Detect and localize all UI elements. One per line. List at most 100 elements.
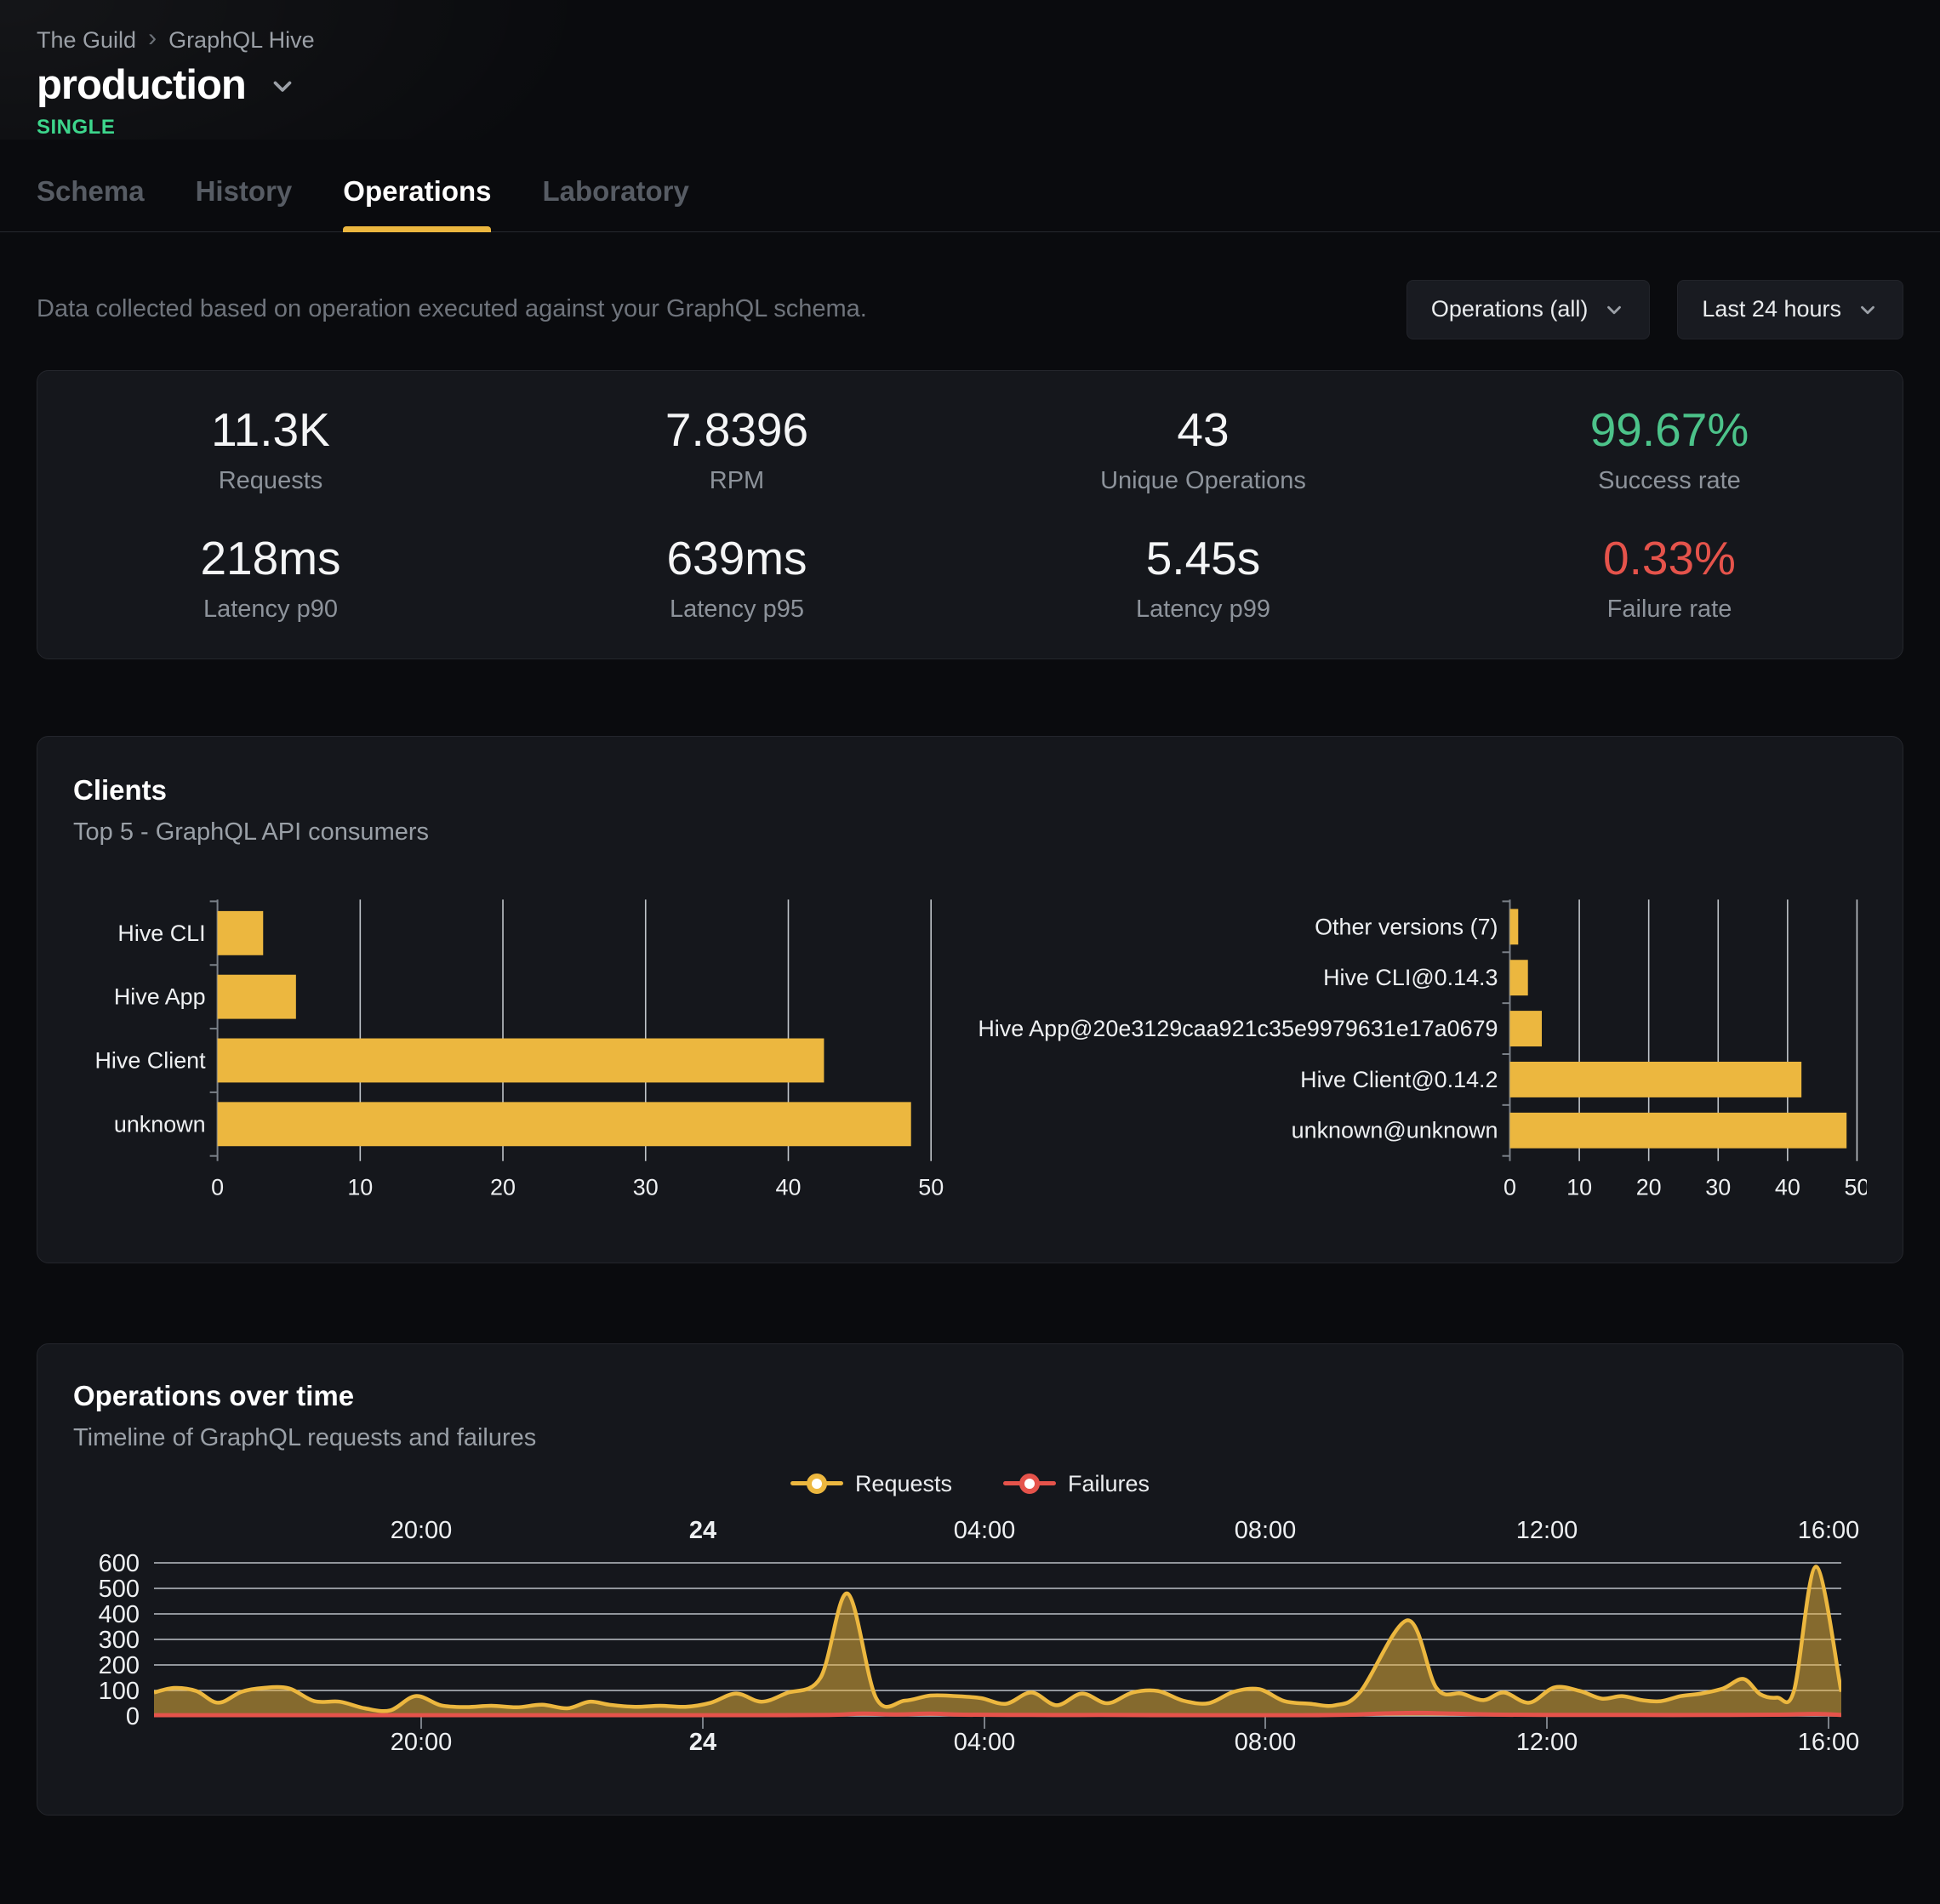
stats-summary-card: 11.3K Requests 7.8396 RPM 43 Unique Operation… xyxy=(37,369,1903,659)
clients-card-title: Clients xyxy=(73,773,168,806)
requests-area xyxy=(154,1566,1841,1716)
filter-group: Operations (all) Last 24 hours xyxy=(1406,279,1903,339)
category-label: Hive Client xyxy=(94,1047,206,1073)
x-label-top: 08:00 xyxy=(1235,1518,1297,1544)
stat-label: Success rate xyxy=(1598,466,1741,494)
clients-by-version-chart: Other versions (7) Hive CLI@0.14.3 Hive Ap… xyxy=(978,899,1867,1200)
x-label-top: 20:00 xyxy=(391,1518,453,1544)
x-label-top: 12:00 xyxy=(1516,1518,1578,1544)
x-label-bottom: 20:00 xyxy=(391,1729,453,1756)
breadcrumb-project-link[interactable]: GraphQL Hive xyxy=(168,26,315,53)
category-label: unknown xyxy=(114,1111,206,1137)
stat-unique-operations: 43 Unique Operations xyxy=(970,403,1436,495)
requests-line xyxy=(154,1565,1841,1713)
bar-hive-app xyxy=(217,974,296,1019)
operations-over-time-card: Operations over time Timeline of GraphQL… xyxy=(37,1342,1903,1816)
operations-filter-dropdown[interactable]: Operations (all) xyxy=(1406,279,1651,339)
chevron-down-icon xyxy=(1861,305,1874,315)
category-label: Hive Client@0.14.2 xyxy=(1300,1067,1498,1092)
target-type-badge: SINGLE xyxy=(37,115,116,139)
operations-card-subtitle: Timeline of GraphQL requests and failure… xyxy=(73,1423,537,1451)
stat-label: Latency p90 xyxy=(203,595,338,623)
x-tick-label: 40 xyxy=(776,1174,802,1200)
category-label: Hive CLI@0.14.3 xyxy=(1323,965,1498,990)
stat-value: 11.3K xyxy=(211,403,330,457)
stat-label: Latency p95 xyxy=(669,595,804,623)
bar-hive-cli-0-14-3 xyxy=(1509,960,1528,996)
bar-hive-client-0-14-2 xyxy=(1509,1061,1801,1097)
x-tick-label: 10 xyxy=(347,1174,373,1200)
x-label-bottom: 04:00 xyxy=(954,1729,1016,1756)
y-tick-label: 400 xyxy=(99,1601,140,1628)
bar-hive-client xyxy=(217,1038,824,1083)
y-tick-label: 100 xyxy=(99,1678,140,1705)
period-filter-label: Last 24 hours xyxy=(1702,296,1841,322)
x-label-top: 24 xyxy=(689,1518,716,1544)
x-tick-label: 20 xyxy=(1635,1174,1661,1200)
clients-card: Clients Top 5 - GraphQL API consumers Hi… xyxy=(37,735,1903,1263)
page-header: The Guild › GraphQL Hive production SING… xyxy=(0,0,1940,140)
stat-value: 5.45s xyxy=(1145,531,1261,584)
chevron-down-icon xyxy=(1607,305,1622,315)
y-tick-label: 200 xyxy=(99,1652,140,1679)
stat-value: 639ms xyxy=(666,531,807,584)
x-label-bottom: 24 xyxy=(689,1729,716,1756)
bar-unknown xyxy=(217,1102,911,1147)
stat-value: 218ms xyxy=(200,531,341,584)
failures-legend-icon xyxy=(1003,1473,1057,1495)
stat-latency-p99: 5.45s Latency p99 xyxy=(970,531,1436,624)
category-label: Hive App xyxy=(114,984,206,1010)
bar-hive-cli xyxy=(217,910,264,955)
stat-value: 7.8396 xyxy=(665,403,809,457)
x-label-bottom: 12:00 xyxy=(1516,1729,1578,1756)
operations-filter-label: Operations (all) xyxy=(1430,296,1589,322)
x-tick-label: 0 xyxy=(1504,1174,1516,1200)
stat-rpm: 7.8396 RPM xyxy=(504,403,970,495)
bar-hive-app-20e3129caa921c35e9979631e17a0679 xyxy=(1509,1011,1542,1046)
stat-failure-rate: 0.33% Failure rate xyxy=(1436,533,1903,624)
breadcrumb-chevron-icon: › xyxy=(148,24,157,52)
y-tick-label: 500 xyxy=(99,1576,140,1603)
x-label-top: 16:00 xyxy=(1798,1518,1860,1544)
category-label: Hive App@20e3129caa921c35e9979631e17a067… xyxy=(978,1016,1498,1041)
tab-operations[interactable]: Operations xyxy=(343,175,492,232)
period-filter-dropdown[interactable]: Last 24 hours xyxy=(1677,279,1903,339)
tab-schema[interactable]: Schema xyxy=(37,174,145,207)
breadcrumb-org-link[interactable]: The Guild xyxy=(37,26,137,53)
x-tick-label: 30 xyxy=(1705,1174,1731,1200)
filters-row: Data collected based on operation execut… xyxy=(37,279,1903,339)
page-title: production xyxy=(37,62,247,108)
tab-laboratory[interactable]: Laboratory xyxy=(542,174,689,207)
stat-label: Unique Operations xyxy=(1100,466,1306,494)
breadcrumb: The Guild › GraphQL Hive xyxy=(37,26,1903,54)
x-tick-label: 20 xyxy=(490,1174,516,1200)
target-selector[interactable]: production xyxy=(37,62,1903,109)
x-label-bottom: 08:00 xyxy=(1235,1729,1297,1756)
tabs: Schema History Operations Laboratory xyxy=(0,175,1940,232)
chevron-down-icon[interactable] xyxy=(268,71,297,100)
category-label: unknown@unknown xyxy=(1291,1118,1498,1143)
tab-history[interactable]: History xyxy=(195,174,293,207)
x-tick-label: 50 xyxy=(918,1174,944,1200)
stat-label: Latency p99 xyxy=(1135,595,1270,623)
stat-value: 43 xyxy=(1177,403,1230,457)
chart-legend: Requests Failures xyxy=(73,1471,1867,1497)
bar-unknown-unknown xyxy=(1509,1112,1846,1149)
stat-requests: 11.3K Requests xyxy=(37,403,504,495)
category-label: Other versions (7) xyxy=(1315,914,1498,939)
x-tick-label: 50 xyxy=(1844,1174,1867,1200)
bar-other-versions-7- xyxy=(1509,909,1518,945)
clients-by-name-chart: Hive CLI Hive App Hive Client unknown 0 10 20 3… xyxy=(94,899,944,1200)
stat-success-rate: 99.67% Success rate xyxy=(1436,405,1903,495)
category-label: Hive CLI xyxy=(117,921,205,946)
x-tick-label: 0 xyxy=(211,1174,224,1200)
x-tick-label: 40 xyxy=(1774,1174,1800,1200)
clients-charts-row: Hive CLI Hive App Hive Client unknown 0 10 20 3… xyxy=(73,891,1867,1210)
stat-latency-p90: 218ms Latency p90 xyxy=(37,531,504,624)
legend-label: Failures xyxy=(1068,1470,1150,1496)
legend-item-requests: Requests xyxy=(790,1471,952,1497)
y-tick-label: 300 xyxy=(99,1627,140,1654)
y-tick-label: 0 xyxy=(126,1703,140,1730)
x-tick-label: 30 xyxy=(633,1174,659,1200)
